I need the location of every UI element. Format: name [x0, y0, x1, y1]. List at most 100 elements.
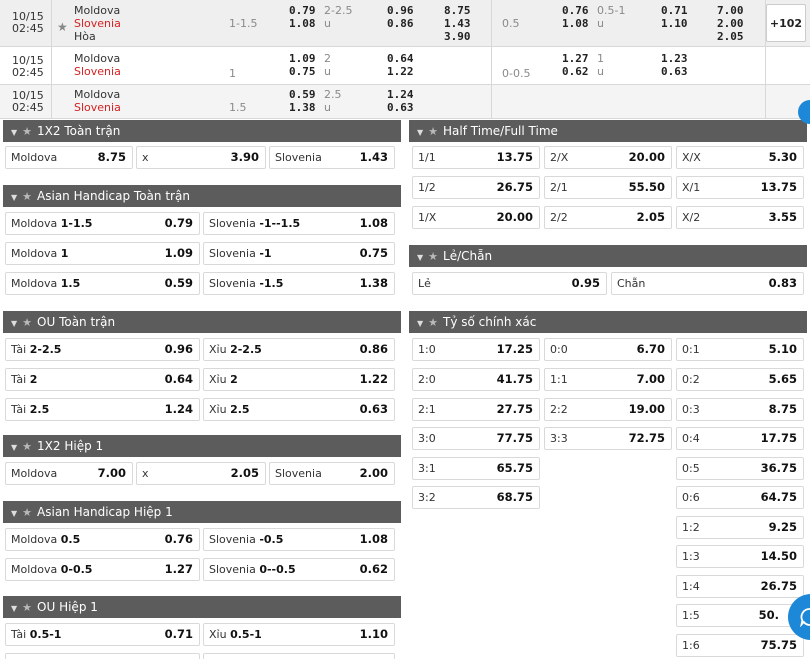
ou-over-odd[interactable]: 0.64 — [387, 52, 414, 65]
h1-ou-over-odd[interactable]: 0.71 — [661, 4, 688, 17]
odd-button[interactable]: Xỉu 2-2.5 0.86 — [203, 338, 395, 361]
ah-away-odd[interactable]: 1.38 — [289, 101, 316, 114]
favorite-star-icon[interactable]: ★ — [22, 125, 33, 138]
section-header-htft[interactable]: ▼ ★ Half Time/Full Time — [409, 120, 807, 142]
odd-button[interactable]: Slovenia 0--0.5 0.62 — [203, 558, 395, 581]
section-header-odd-even[interactable]: ▼ ★ Lẻ/Chẵn — [409, 245, 807, 267]
odd-button[interactable]: Tài 2-2.5 0.96 — [5, 338, 200, 361]
home-team[interactable]: Moldova — [74, 52, 121, 65]
odd-button[interactable]: 1:2 9.25 — [676, 516, 804, 539]
ou-under-odd[interactable]: 0.86 — [387, 17, 414, 30]
odd-button[interactable]: Lẻ 0.95 — [412, 272, 607, 295]
odd-button[interactable]: Xỉu 0.5-1 1.10 — [203, 623, 395, 646]
odd-button[interactable]: 1:5 50. — [676, 604, 804, 627]
h1-x12-draw-odd[interactable]: 2.05 — [717, 30, 744, 43]
section-header-ah-fulltime[interactable]: ▼ ★ Asian Handicap Toàn trận — [3, 185, 401, 207]
odd-button[interactable]: Xỉu 2 1.22 — [203, 368, 395, 391]
home-team[interactable]: Moldova — [74, 88, 121, 101]
favorite-star-icon[interactable]: ★ — [22, 190, 33, 203]
odd-button[interactable]: 0:2 5.65 — [676, 368, 804, 391]
h1-ou-under-odd[interactable]: 0.63 — [661, 65, 688, 78]
collapse-arrow-icon[interactable]: ▼ — [11, 128, 18, 137]
favorite-star-icon[interactable]: ★ — [22, 506, 33, 519]
odd-button[interactable]: X/2 3.55 — [676, 206, 804, 229]
odd-button[interactable]: x 3.90 — [136, 146, 266, 169]
side-widget-icon[interactable] — [798, 100, 810, 124]
away-team[interactable]: Slovenia — [74, 101, 121, 114]
odd-button[interactable]: 0:6 64.75 — [676, 486, 804, 509]
ou-over-odd[interactable]: 0.96 — [387, 4, 414, 17]
h1-ah-home-odd[interactable]: 0.76 — [562, 4, 589, 17]
collapse-arrow-icon[interactable]: ▼ — [11, 509, 18, 518]
h1-ah-away-odd[interactable]: 0.62 — [562, 65, 589, 78]
odd-button[interactable]: 1/X 20.00 — [412, 206, 540, 229]
odd-button[interactable]: 0:4 17.75 — [676, 427, 804, 450]
favorite-star-icon[interactable]: ★ — [428, 316, 439, 329]
section-header-ou-firsthalf[interactable]: ▼ ★ OU Hiệp 1 — [3, 596, 401, 618]
ah-away-odd[interactable]: 1.08 — [289, 17, 316, 30]
odd-button[interactable]: Chẵn 0.83 — [611, 272, 804, 295]
odd-button[interactable]: 1:0 17.25 — [412, 338, 540, 361]
odd-button[interactable]: 1:6 75.75 — [676, 634, 804, 657]
ah-home-odd[interactable]: 0.79 — [289, 4, 316, 17]
ah-home-odd[interactable]: 1.09 — [289, 52, 316, 65]
odd-button[interactable]: Moldova 1.5 0.59 — [5, 272, 200, 295]
odd-button[interactable]: 0:1 5.10 — [676, 338, 804, 361]
odd-button[interactable]: Xỉu 2.5 0.63 — [203, 398, 395, 421]
away-team[interactable]: Slovenia — [74, 17, 121, 30]
section-header-1x2-fulltime[interactable]: ▼ ★ 1X2 Toàn trận — [3, 120, 401, 142]
odd-button[interactable]: Moldova 8.75 — [5, 146, 133, 169]
odd-button[interactable]: Moldova 1 1.09 — [5, 242, 200, 265]
odd-button[interactable]: Slovenia 1.43 — [269, 146, 395, 169]
odd-button[interactable]: 2:0 41.75 — [412, 368, 540, 391]
odd-button[interactable]: 1/1 13.75 — [412, 146, 540, 169]
h1-x12-home-odd[interactable]: 7.00 — [717, 4, 744, 17]
odd-button[interactable]: Slovenia -1--1.5 1.08 — [203, 212, 395, 235]
h1-ou-over-odd[interactable]: 1.23 — [661, 52, 688, 65]
odd-button[interactable]: Slovenia -0.5 1.08 — [203, 528, 395, 551]
favorite-star-icon[interactable]: ★ — [428, 250, 439, 263]
collapse-arrow-icon[interactable]: ▼ — [11, 604, 18, 613]
ou-under-odd[interactable]: 1.22 — [387, 65, 414, 78]
odd-button[interactable]: x 2.05 — [136, 462, 266, 485]
h1-ah-away-odd[interactable]: 1.08 — [562, 17, 589, 30]
x12-home-odd[interactable]: 8.75 — [444, 4, 471, 17]
odd-button[interactable]: 0:5 36.75 — [676, 457, 804, 480]
section-header-ah-firsthalf[interactable]: ▼ ★ Asian Handicap Hiệp 1 — [3, 501, 401, 523]
odd-button[interactable]: Slovenia -1.5 1.38 — [203, 272, 395, 295]
odd-button[interactable]: 2:1 27.75 — [412, 398, 540, 421]
x12-away-odd[interactable]: 1.43 — [444, 17, 471, 30]
odd-button[interactable]: Tài 2 0.64 — [5, 368, 200, 391]
odd-button[interactable]: 3:1 65.75 — [412, 457, 540, 480]
more-markets-button[interactable]: +102 — [766, 4, 806, 42]
home-team[interactable]: Moldova — [74, 4, 121, 17]
ou-over-odd[interactable]: 1.24 — [387, 88, 414, 101]
odd-button[interactable]: Moldova 7.00 — [5, 462, 133, 485]
odd-button[interactable]: Moldova 1-1.5 0.79 — [5, 212, 200, 235]
odd-button[interactable]: Slovenia 2.00 — [269, 462, 395, 485]
odd-button[interactable] — [203, 653, 395, 659]
collapse-arrow-icon[interactable]: ▼ — [11, 193, 18, 202]
section-header-ou-fulltime[interactable]: ▼ ★ OU Toàn trận — [3, 311, 401, 333]
odd-button[interactable]: 1:1 7.00 — [544, 368, 672, 391]
odd-button[interactable]: Moldova 0.5 0.76 — [5, 528, 200, 551]
collapse-arrow-icon[interactable]: ▼ — [11, 443, 18, 452]
odd-button[interactable]: 2/2 2.05 — [544, 206, 672, 229]
section-header-correct-score[interactable]: ▼ ★ Tỷ số chính xác — [409, 311, 807, 333]
odd-button[interactable]: 2:2 19.00 — [544, 398, 672, 421]
favorite-star-icon[interactable]: ★ — [57, 20, 68, 34]
favorite-star-icon[interactable]: ★ — [428, 125, 439, 138]
odd-button[interactable]: 1:3 14.50 — [676, 545, 804, 568]
section-header-1x2-firsthalf[interactable]: ▼ ★ 1X2 Hiệp 1 — [3, 435, 401, 457]
favorite-star-icon[interactable]: ★ — [22, 440, 33, 453]
odd-button[interactable] — [5, 653, 200, 659]
odd-button[interactable]: 0:3 8.75 — [676, 398, 804, 421]
odd-button[interactable]: 2/1 55.50 — [544, 176, 672, 199]
h1-ou-under-odd[interactable]: 1.10 — [661, 17, 688, 30]
odd-button[interactable]: Moldova 0-0.5 1.27 — [5, 558, 200, 581]
collapse-arrow-icon[interactable]: ▼ — [417, 319, 424, 328]
collapse-arrow-icon[interactable]: ▼ — [417, 253, 424, 262]
odd-button[interactable]: Tài 2.5 1.24 — [5, 398, 200, 421]
favorite-star-icon[interactable]: ★ — [22, 601, 33, 614]
x12-draw-odd[interactable]: 3.90 — [444, 30, 471, 43]
